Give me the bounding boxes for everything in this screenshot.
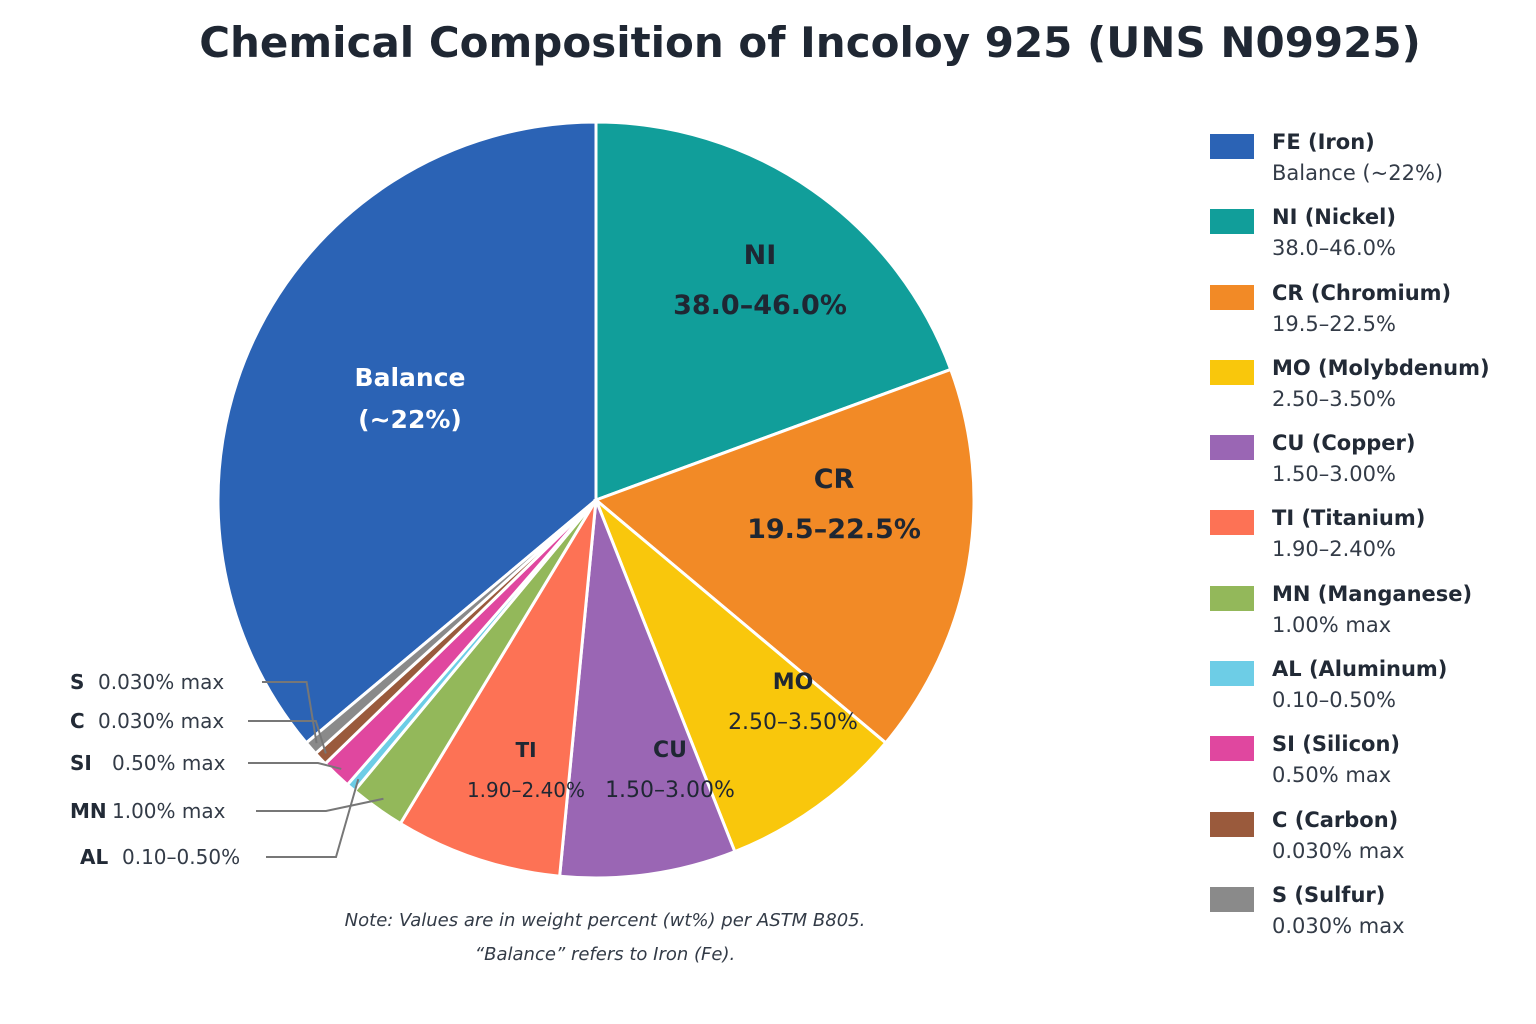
slice-label-molybdenum: MO <box>773 670 814 695</box>
slice-value-chromium: 19.5–22.5% <box>747 514 921 545</box>
slice-titanium <box>398 499 598 878</box>
legend-value: 2.50–3.50% <box>1272 386 1396 411</box>
legend-label: MO (Molybdenum) <box>1272 355 1490 380</box>
legend-value: 1.00% max <box>1272 612 1392 637</box>
leader-label-carbon: C <box>70 709 85 733</box>
legend-label: CR (Chromium) <box>1272 280 1452 305</box>
legend-value: 38.0–46.0% <box>1272 236 1396 261</box>
leader-line-sulfur <box>262 681 318 744</box>
legend-item-titanium: TI (Titanium) 1.90–2.40% <box>1210 506 1530 581</box>
legend-value: 0.030% max <box>1272 838 1405 863</box>
legend-value: 0.10–0.50% <box>1272 688 1396 713</box>
slice-label-chromium: CR <box>814 464 855 495</box>
legend-swatch <box>1210 661 1254 687</box>
legend-label: S (Sulfur) <box>1272 882 1386 907</box>
slice-copper <box>558 499 737 880</box>
legend-label: MN (Manganese) <box>1272 581 1473 606</box>
slice-label-titanium: TI <box>515 738 536 762</box>
legend-swatch <box>1210 284 1254 310</box>
legend-item-silicon: SI (Silicon) 0.50% max <box>1210 732 1530 807</box>
legend-item-nickel: NI (Nickel) 38.0–46.0% <box>1210 205 1530 280</box>
slice-sulfur <box>304 498 598 756</box>
legend-swatch <box>1210 585 1254 611</box>
leader-label-aluminum: AL <box>80 845 108 869</box>
legend: FE (Iron) Balance (~22%) NI (Nickel) 38.0–4… <box>1210 130 1530 958</box>
legend-value: 1.50–3.00% <box>1272 462 1396 487</box>
leader-label-manganese: MN <box>70 799 107 823</box>
legend-item-chromium: CR (Chromium) 19.5–22.5% <box>1210 281 1530 356</box>
legend-item-molybdenum: MO (Molybdenum) 2.50–3.50% <box>1210 356 1530 431</box>
slice-value-molybdenum: 2.50–3.50% <box>728 710 858 735</box>
slice-nickel <box>594 120 953 503</box>
legend-label: CU (Copper) <box>1272 431 1416 456</box>
leader-value-carbon: 0.030% max <box>98 709 224 733</box>
legend-item-manganese: MN (Manganese) 1.00% max <box>1210 582 1530 657</box>
slice-value-copper: 1.50–3.00% <box>605 778 735 803</box>
leader-line-aluminum <box>266 778 360 858</box>
legend-value: Balance (~22%) <box>1272 161 1444 185</box>
leader-line-carbon <box>248 720 327 754</box>
slice-iron <box>216 120 598 745</box>
slice-value-iron: (~22%) <box>358 405 462 434</box>
chart-note-line-1: Note: Values are in weight percent (wt%)… <box>344 910 866 931</box>
legend-swatch <box>1210 736 1254 762</box>
slice-value-nickel: 38.0–46.0% <box>673 290 847 321</box>
leader-label-sulfur: S <box>70 670 84 694</box>
legend-swatch <box>1210 435 1254 461</box>
legend-swatch <box>1210 886 1254 912</box>
legend-item-sulfur: S (Sulfur) 0.030% max <box>1210 883 1530 958</box>
legend-swatch <box>1210 359 1254 385</box>
leader-value-sulfur: 0.030% max <box>98 670 224 694</box>
leader-value-manganese: 1.00% max <box>112 799 226 823</box>
chart-note-line-2: “Balance” refers to Iron (Fe). <box>474 944 736 965</box>
slice-label-copper: CU <box>653 738 687 763</box>
slice-value-titanium: 1.90–2.40% <box>467 778 585 802</box>
legend-label: C (Carbon) <box>1272 807 1399 832</box>
legend-value: 19.5–22.5% <box>1272 311 1396 336</box>
legend-swatch <box>1210 134 1254 159</box>
leader-value-silicon: 0.50% max <box>112 751 226 775</box>
leader-line-manganese <box>256 797 384 812</box>
slice-molybdenum <box>594 498 888 854</box>
legend-label: FE (Iron) <box>1272 130 1375 154</box>
legend-swatch <box>1210 209 1254 235</box>
legend-value: 0.50% max <box>1272 763 1392 788</box>
legend-label: TI (Titanium) <box>1272 506 1426 531</box>
leader-line-silicon <box>248 762 342 770</box>
legend-item-carbon: C (Carbon) 0.030% max <box>1210 808 1530 883</box>
legend-label: AL (Aluminum) <box>1272 657 1448 682</box>
leader-label-silicon: SI <box>70 751 92 775</box>
legend-swatch <box>1210 510 1254 536</box>
legend-item-copper: CU (Copper) 1.50–3.00% <box>1210 431 1530 506</box>
legend-label: SI (Silicon) <box>1272 732 1400 757</box>
legend-value: 0.030% max <box>1272 913 1405 938</box>
legend-item-aluminum: AL (Aluminum) 0.10–0.50% <box>1210 657 1530 732</box>
legend-item-iron: FE (Iron) Balance (~22%) <box>1210 130 1530 205</box>
slice-label-nickel: NI <box>744 240 777 271</box>
leader-value-aluminum: 0.10–0.50% <box>122 845 240 869</box>
legend-label: NI (Nickel) <box>1272 205 1396 230</box>
chart-title: Chemical Composition of Incoloy 925 (UNS… <box>199 18 1421 67</box>
legend-value: 1.90–2.40% <box>1272 537 1396 562</box>
legend-swatch <box>1210 811 1254 837</box>
slice-label-iron: Balance <box>355 363 466 392</box>
slice-chromium <box>593 367 976 745</box>
